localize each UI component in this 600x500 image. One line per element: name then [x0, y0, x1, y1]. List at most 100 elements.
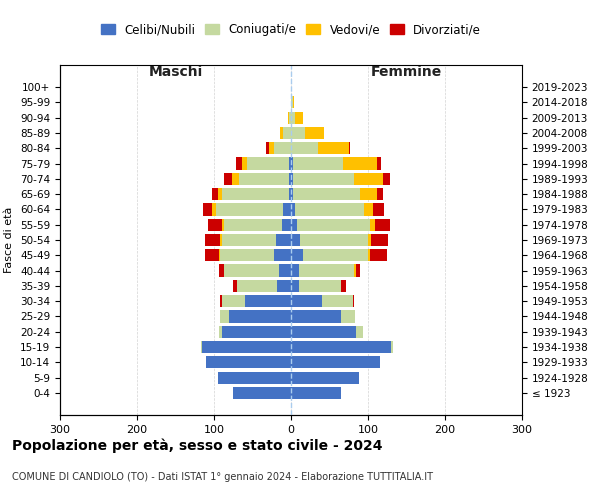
Bar — [354, 264, 356, 276]
Bar — [293, 158, 343, 170]
Y-axis label: Fasce di età: Fasce di età — [4, 207, 14, 273]
Bar — [368, 234, 371, 246]
Bar — [224, 172, 232, 185]
Bar — [341, 280, 346, 292]
Bar — [222, 218, 224, 231]
Bar — [356, 326, 362, 338]
Bar — [291, 310, 341, 322]
Bar — [220, 234, 222, 246]
Bar — [222, 295, 245, 308]
Bar — [341, 310, 355, 322]
Bar — [236, 158, 242, 170]
Bar — [291, 158, 293, 170]
Bar — [208, 218, 222, 231]
Bar — [283, 127, 291, 139]
Bar — [212, 188, 218, 200]
Bar — [229, 310, 291, 322]
Bar — [368, 249, 370, 262]
Bar — [370, 218, 375, 231]
Bar — [293, 96, 294, 108]
Bar — [237, 280, 277, 292]
Bar — [364, 204, 373, 216]
Bar — [212, 204, 215, 216]
Bar — [295, 112, 302, 124]
Bar — [291, 264, 299, 276]
Bar — [356, 264, 360, 276]
Bar — [277, 280, 291, 292]
Bar — [291, 112, 295, 124]
Bar — [289, 112, 291, 124]
Bar — [349, 142, 350, 154]
Bar — [291, 142, 318, 154]
Bar — [353, 295, 354, 308]
Text: Maschi: Maschi — [148, 66, 203, 80]
Bar — [242, 158, 247, 170]
Legend: Celibi/Nubili, Coniugati/e, Vedovi/e, Divorziati/e: Celibi/Nubili, Coniugati/e, Vedovi/e, Di… — [96, 18, 486, 41]
Bar — [220, 249, 274, 262]
Text: Popolazione per età, sesso e stato civile - 2024: Popolazione per età, sesso e stato civil… — [12, 438, 383, 453]
Bar — [203, 204, 212, 216]
Bar — [283, 204, 291, 216]
Bar — [274, 142, 291, 154]
Bar — [377, 188, 383, 200]
Bar — [266, 142, 269, 154]
Bar — [291, 218, 297, 231]
Bar — [220, 310, 229, 322]
Bar — [291, 356, 380, 368]
Bar — [269, 142, 274, 154]
Bar — [371, 234, 388, 246]
Bar — [274, 249, 291, 262]
Bar — [300, 234, 368, 246]
Bar — [218, 372, 291, 384]
Bar — [289, 188, 291, 200]
Bar — [343, 158, 377, 170]
Bar — [205, 249, 218, 262]
Bar — [383, 172, 389, 185]
Bar — [291, 234, 300, 246]
Bar — [232, 172, 239, 185]
Bar — [293, 188, 360, 200]
Bar — [295, 204, 364, 216]
Bar — [218, 188, 222, 200]
Bar — [322, 295, 353, 308]
Bar — [239, 172, 289, 185]
Bar — [370, 249, 387, 262]
Bar — [391, 341, 392, 353]
Bar — [291, 204, 295, 216]
Bar — [205, 234, 220, 246]
Bar — [289, 158, 291, 170]
Bar — [218, 326, 222, 338]
Bar — [299, 280, 341, 292]
Bar — [297, 218, 370, 231]
Bar — [245, 295, 291, 308]
Bar — [206, 356, 291, 368]
Bar — [291, 280, 299, 292]
Bar — [373, 204, 384, 216]
Bar — [293, 172, 354, 185]
Bar — [305, 127, 324, 139]
Bar — [282, 218, 291, 231]
Bar — [201, 341, 202, 353]
Bar — [360, 188, 377, 200]
Bar — [222, 188, 289, 200]
Bar — [375, 218, 391, 231]
Bar — [288, 112, 289, 124]
Bar — [291, 188, 293, 200]
Bar — [222, 326, 291, 338]
Text: COMUNE DI CANDIOLO (TO) - Dati ISTAT 1° gennaio 2024 - Elaborazione TUTTITALIA.I: COMUNE DI CANDIOLO (TO) - Dati ISTAT 1° … — [12, 472, 433, 482]
Bar — [275, 234, 291, 246]
Bar — [220, 295, 222, 308]
Bar — [291, 341, 391, 353]
Bar — [299, 264, 354, 276]
Bar — [222, 234, 275, 246]
Bar — [202, 341, 291, 353]
Bar — [291, 372, 359, 384]
Bar — [224, 264, 280, 276]
Bar — [291, 172, 293, 185]
Bar — [291, 387, 341, 399]
Bar — [215, 204, 283, 216]
Bar — [247, 158, 289, 170]
Bar — [280, 127, 283, 139]
Bar — [289, 172, 291, 185]
Bar — [318, 142, 349, 154]
